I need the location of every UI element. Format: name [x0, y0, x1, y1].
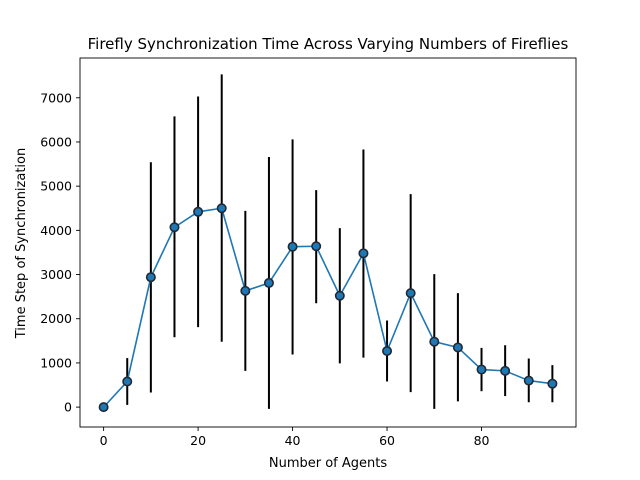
data-point: [382, 345, 393, 356]
x-axis-label: Number of Agents: [269, 456, 387, 471]
data-point: [311, 241, 322, 252]
data-point: [429, 336, 440, 347]
data-point: [193, 206, 204, 217]
y-tick-label: 1000: [40, 355, 72, 370]
x-tick-label: 20: [190, 433, 206, 448]
y-tick-label: 6000: [40, 134, 72, 149]
y-tick-label: 5000: [40, 179, 72, 194]
error-bars: [126, 74, 554, 409]
data-point: [122, 376, 133, 387]
data-point: [98, 402, 109, 413]
data-point: [405, 288, 416, 299]
data-point: [476, 364, 487, 375]
series-line-group: [103, 207, 553, 408]
x-tick-label: 60: [379, 433, 395, 448]
series-line: [103, 207, 553, 408]
data-point: [500, 365, 511, 376]
x-axis: 0 20 40 60 80: [100, 427, 490, 448]
y-tick-label: 3000: [40, 267, 72, 282]
plot-frame: [79, 57, 577, 428]
y-tick-label: 2000: [40, 311, 72, 326]
y-tick-label: 4000: [40, 223, 72, 238]
data-point: [145, 272, 156, 283]
data-point: [547, 378, 558, 389]
x-tick-label: 80: [474, 433, 490, 448]
data-point: [523, 375, 534, 386]
chart-title: Firefly Synchronization Time Across Vary…: [88, 35, 569, 53]
data-point: [334, 290, 345, 301]
data-point: [240, 285, 251, 296]
y-tick-label: 7000: [40, 90, 72, 105]
x-tick-label: 0: [100, 433, 108, 448]
data-point: [452, 342, 463, 353]
data-point: [216, 203, 227, 214]
data-points: [98, 203, 558, 413]
data-point: [358, 248, 369, 259]
y-axis-label: Time Step of Synchronization: [14, 148, 29, 339]
y-axis: 0 1000 2000 3000 4000 5000 6000 7000: [40, 90, 80, 415]
data-point: [287, 241, 298, 252]
x-tick-label: 40: [285, 433, 301, 448]
data-point: [169, 222, 180, 233]
data-point: [263, 277, 274, 288]
y-tick-label: 0: [64, 400, 72, 415]
